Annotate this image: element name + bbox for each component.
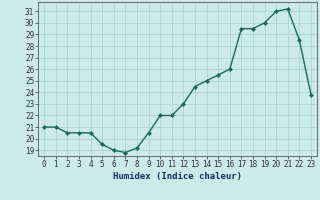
X-axis label: Humidex (Indice chaleur): Humidex (Indice chaleur) bbox=[113, 172, 242, 181]
